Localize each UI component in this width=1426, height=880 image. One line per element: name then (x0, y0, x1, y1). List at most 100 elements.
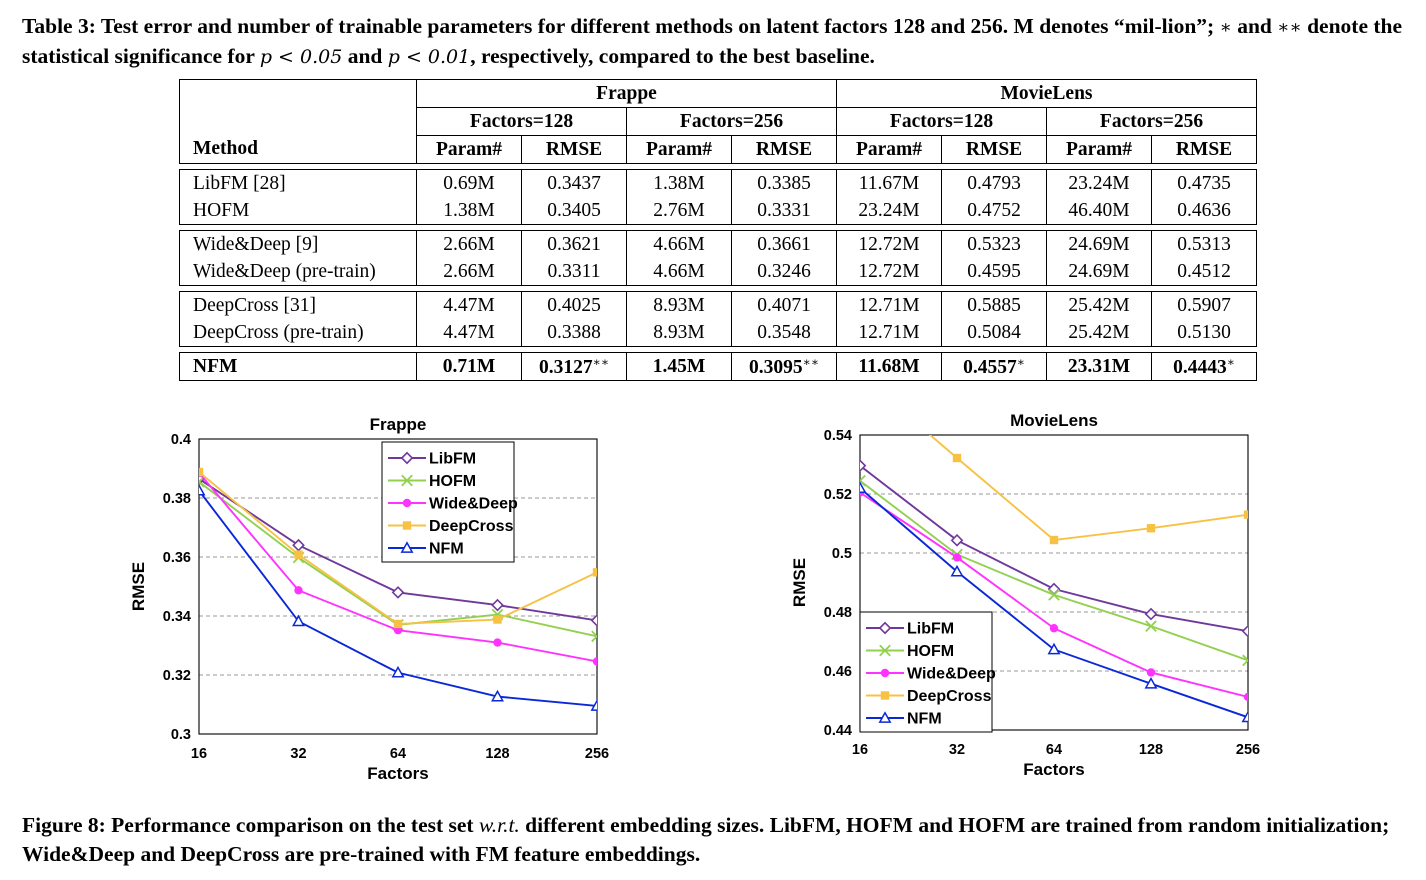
y-tick-label: 0.32 (163, 668, 191, 684)
y-tick-label: 0.38 (163, 491, 191, 507)
method-cell: DeepCross [31] (179, 291, 417, 319)
value-text: 25.42M (1068, 321, 1130, 343)
value-cell: 0.3246 (731, 258, 837, 286)
x-tick-label: 32 (949, 742, 965, 758)
chart-title: MovieLens (1010, 411, 1098, 430)
legend: LibFM HOFM Wide&Deep DeepCross NFM (859, 611, 996, 733)
method-cell: HOFM (179, 197, 417, 225)
value-cell: 0.5907 (1151, 291, 1257, 319)
x-axis-label: Factors (1023, 760, 1084, 779)
value-cell: 12.71M (836, 291, 942, 319)
data-point (592, 568, 597, 577)
table-gap (179, 224, 1257, 231)
value-text: 0.3095 (749, 356, 803, 378)
y-axis-label: RMSE (790, 558, 809, 607)
table-row: Wide&Deep (pre-train) 2.66M 0.3311 4.66M 0.3… (179, 258, 1257, 286)
value-cell: 0.4025 (521, 291, 627, 319)
table-caption-text: Test error and number of trainable param… (100, 14, 1215, 38)
value-text: 0.5323 (967, 233, 1021, 255)
data-point (1243, 692, 1248, 702)
value-cell: 0.4752 (941, 197, 1047, 225)
value-cell: 1.45M (626, 352, 732, 381)
value-cell: 0.3548 (731, 319, 837, 347)
factor-header: Factors=128 (836, 107, 1047, 136)
x-tick-label: 256 (1236, 742, 1260, 758)
value-text: 0.5084 (967, 321, 1021, 343)
value-cell: 0.4071 (731, 291, 837, 319)
y-tick-label: 0.52 (824, 487, 852, 503)
x-tick-label: 256 (585, 746, 609, 762)
marker-stroke (1242, 654, 1248, 662)
x-tick-label: 16 (191, 746, 207, 762)
value-text: 4.66M (653, 233, 705, 255)
significance-marker: ∗∗ (802, 354, 819, 369)
value-cell: 0.5885 (941, 291, 1047, 319)
value-cell: 4.66M (626, 258, 732, 286)
legend-label: Wide&Deep (429, 496, 518, 513)
figure-caption-text: Performance comparison on the test set (111, 813, 474, 837)
marker-stroke (860, 479, 866, 487)
value-cell: 12.71M (836, 319, 942, 347)
chart-title: Frappe (370, 415, 427, 434)
value-cell: 2.66M (416, 258, 522, 286)
value-cell: 0.5323 (941, 230, 1047, 258)
col-header: RMSE (1151, 135, 1257, 164)
y-tick-label: 0.48 (824, 605, 852, 621)
y-axis-label: RMSE (129, 562, 148, 611)
value-cell: 0.5130 (1151, 319, 1257, 347)
data-point (402, 498, 412, 508)
value-cell: 25.42M (1046, 291, 1152, 319)
x-axis-label: Factors (367, 764, 428, 783)
data-point (401, 474, 413, 487)
plot-frame (198, 438, 598, 735)
data-point (292, 614, 305, 627)
data-point (493, 638, 502, 647)
group-header-movielens: MovieLens (836, 79, 1257, 108)
table-gap (179, 163, 1257, 170)
data-point (1049, 535, 1059, 545)
figure-caption-label: Figure 8: (22, 813, 106, 837)
method-cell: Wide&Deep [9] (179, 230, 417, 258)
value-cell: 12.72M (836, 230, 942, 258)
marker-stroke (591, 635, 597, 643)
factor-header-row: Factors=128 Factors=256 Factors=128 Fact… (179, 107, 1257, 136)
table-caption-and-2: and (347, 44, 383, 68)
value-text: 12.72M (858, 233, 920, 255)
value-text: 0.69M (443, 172, 495, 194)
data-point (590, 614, 597, 627)
value-cell: 0.69M (416, 169, 522, 197)
p-value-2: p < 0.01 (387, 46, 471, 68)
value-text: 0.4752 (967, 199, 1021, 221)
col-header: RMSE (731, 135, 837, 164)
value-cell: 11.67M (836, 169, 942, 197)
data-point (493, 615, 502, 624)
data-point (1146, 524, 1156, 533)
table-caption-and: and (1237, 14, 1272, 38)
value-cell: 0.5313 (1151, 230, 1257, 258)
col-header: RMSE (521, 135, 627, 164)
value-text: 1.38M (443, 199, 495, 221)
value-cell: 0.4735 (1151, 169, 1257, 197)
x-tick-label: 64 (1046, 742, 1062, 758)
value-text: 1.38M (653, 172, 705, 194)
value-cell: 23.24M (836, 197, 942, 225)
data-point (491, 598, 504, 612)
value-text: 0.3405 (547, 199, 601, 221)
series-deepcross (928, 435, 1248, 545)
data-point (592, 657, 597, 666)
figure-caption-text-2: different embedding sizes. LibFM, HOFM a… (22, 813, 1390, 866)
series-nfm (199, 483, 597, 711)
y-tick-label: 0.34 (163, 609, 191, 625)
value-cell: 0.3127∗∗ (521, 352, 627, 381)
value-cell: 0.71M (416, 352, 522, 381)
value-cell: 0.5084 (941, 319, 1047, 347)
data-point (878, 711, 892, 723)
value-text: 0.3331 (757, 199, 811, 221)
value-cell: 0.3661 (731, 230, 837, 258)
legend-label: DeepCross (429, 518, 514, 535)
factor-header: Factors=256 (626, 107, 837, 136)
value-text: 0.3388 (547, 321, 601, 343)
legend-label: DeepCross (907, 688, 992, 705)
value-text: 2.76M (653, 199, 705, 221)
data-point (878, 621, 892, 635)
